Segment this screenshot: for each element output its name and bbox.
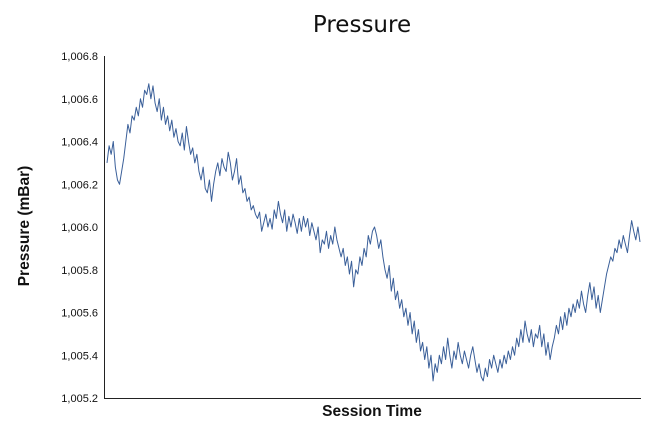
y-tick-label: 1,006.6 — [61, 94, 98, 106]
y-tick-label: 1,006.4 — [61, 137, 98, 149]
x-axis-label: Session Time — [322, 403, 422, 420]
y-tick-label: 1,006.0 — [61, 222, 98, 234]
y-axis-ticks: 1,006.8 1,006.6 1,006.4 1,006.2 1,006.0 1,005… — [61, 51, 98, 405]
y-axis-label: Pressure (mBar) — [16, 166, 33, 287]
y-tick-label: 1,006.8 — [61, 51, 98, 63]
y-tick-label: 1,005.6 — [61, 308, 98, 320]
y-tick-label: 1,006.2 — [61, 179, 98, 191]
y-tick-label: 1,005.8 — [61, 265, 98, 277]
series-line — [106, 83, 641, 382]
chart-title: Pressure — [313, 12, 411, 38]
y-tick-label: 1,005.4 — [61, 350, 98, 362]
series-group — [106, 83, 641, 382]
y-tick-label: 1,005.2 — [61, 393, 98, 405]
